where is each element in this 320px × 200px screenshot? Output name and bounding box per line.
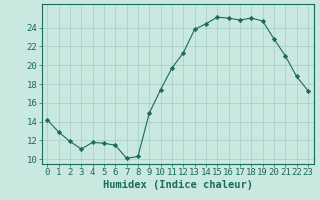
X-axis label: Humidex (Indice chaleur): Humidex (Indice chaleur): [103, 180, 252, 190]
